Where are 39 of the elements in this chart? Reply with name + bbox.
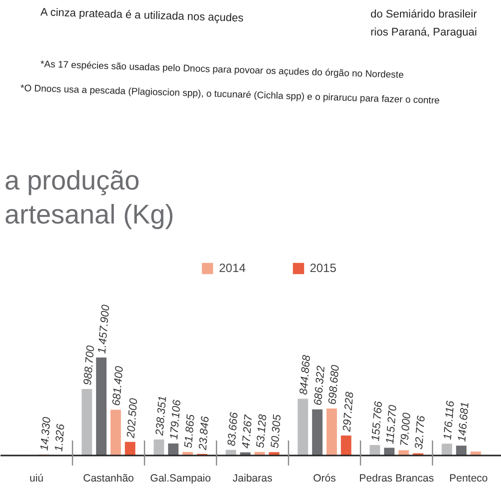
data-label: 297.228 xyxy=(341,390,356,434)
data-label: 698.680 xyxy=(326,364,342,406)
data-label: 115.270 xyxy=(384,404,400,444)
data-label: 51.865 xyxy=(182,413,198,449)
x-tick-label: Orós xyxy=(313,472,336,484)
legend-label: 2015 xyxy=(310,261,336,275)
data-label: 79.000 xyxy=(398,411,414,447)
x-tick-label: uiú xyxy=(29,472,44,484)
data-label: 844.868 xyxy=(298,354,314,396)
text: A cinza prateada é a utilizada nos açudes xyxy=(40,6,244,25)
data-label: 32.776 xyxy=(413,414,428,450)
data-label: 50.305 xyxy=(269,413,284,449)
data-label: 146.681 xyxy=(456,402,472,442)
text: *As 17 espécies são usadas pelo Dnocs para povoar os açudes do órgão no Nordeste xyxy=(40,59,404,81)
data-label: 14.330 xyxy=(38,416,54,452)
x-tick-label: Gal.Sampaio xyxy=(150,472,212,484)
data-label: 23.846 xyxy=(197,415,212,452)
x-tick-label: Pedras Brancas xyxy=(359,472,434,484)
x-tick-label: Castanhão xyxy=(83,472,134,484)
data-label: 176.116 xyxy=(442,400,458,440)
x-tick-label: Jaibaras xyxy=(232,472,272,484)
data-label: 179.106 xyxy=(168,398,184,440)
data-label: 686.322 xyxy=(312,365,328,406)
text: rios Paraná, Paraguai xyxy=(370,26,477,38)
data-label: 1.326 xyxy=(53,422,68,452)
chart-title: a produção artesanal (Kg) xyxy=(4,166,174,230)
data-label: 988.700 xyxy=(82,344,98,386)
data-label: 83.666 xyxy=(226,411,241,446)
data-label: 155.766 xyxy=(370,400,386,442)
data-label: 238.351 xyxy=(154,395,170,438)
text: do Semiárido brasileir xyxy=(370,8,478,20)
legend-label: 2014 xyxy=(219,261,246,275)
text: *O Dnocs usa a pescada (Plagioscion spp), o tucunaré (Cichla spp) e o pirarucu para fazer o contre xyxy=(20,83,440,107)
data-label: 1.457.900 xyxy=(96,303,112,354)
data-label: 681.400 xyxy=(110,364,126,406)
data-label: 202.500 xyxy=(125,396,140,440)
x-tick-label: Penteco xyxy=(449,472,488,484)
data-label: 47.267 xyxy=(240,414,256,449)
data-label: 53.128 xyxy=(254,413,270,448)
